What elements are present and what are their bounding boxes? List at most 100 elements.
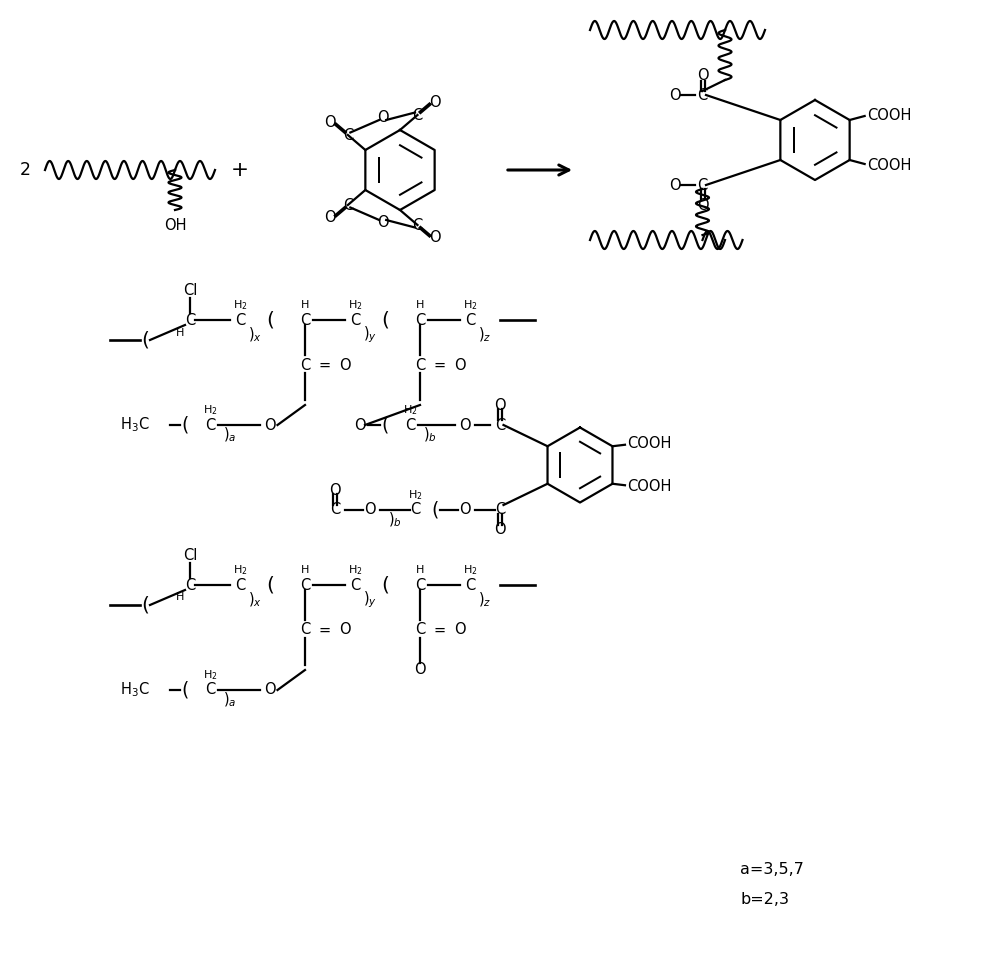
Text: C: C [185,577,195,593]
Text: )$_z$: )$_z$ [478,591,492,610]
Text: (: ( [381,311,389,329]
Text: H$_2$: H$_2$ [408,488,422,502]
Text: C: C [350,577,360,593]
Text: C: C [415,313,425,327]
Text: COOH: COOH [867,158,912,172]
Text: H$_3$C: H$_3$C [120,681,150,700]
Text: =: = [319,622,331,638]
Text: C: C [410,503,420,517]
Text: O: O [414,662,426,677]
Text: =: = [434,622,446,638]
Text: )$_x$: )$_x$ [248,325,262,344]
Text: H$_2$: H$_2$ [463,298,477,312]
Text: C: C [465,313,475,327]
Text: )$_b$: )$_b$ [423,425,437,444]
Text: H$_2$: H$_2$ [348,564,362,577]
Text: O: O [325,115,336,130]
Text: O: O [339,622,351,638]
Text: COOH: COOH [627,479,672,494]
Text: (: ( [431,501,439,519]
Text: C: C [697,177,708,192]
Text: C: C [300,358,310,372]
Text: H$_2$: H$_2$ [348,298,362,312]
Text: H$_2$: H$_2$ [233,298,247,312]
Text: H$_2$: H$_2$ [203,403,217,416]
Text: O: O [264,682,276,698]
Text: H$_2$: H$_2$ [233,564,247,577]
Text: H: H [416,300,424,310]
Text: (: ( [141,330,149,350]
Text: COOH: COOH [627,436,672,451]
Text: (: ( [266,311,274,329]
Text: b=2,3: b=2,3 [740,893,789,907]
Text: C: C [235,577,245,593]
Text: C: C [235,313,245,327]
Text: O: O [459,417,471,432]
Text: H: H [301,300,309,310]
Text: )$_b$: )$_b$ [388,511,402,529]
Text: (: ( [266,575,274,595]
Text: O: O [354,417,366,432]
Text: C: C [412,108,423,122]
Text: H: H [301,565,309,575]
Text: +: + [231,160,249,180]
Text: (: ( [141,596,149,614]
Text: O: O [494,398,506,413]
Text: H: H [416,565,424,575]
Text: )$_z$: )$_z$ [478,325,492,344]
Text: H$_2$: H$_2$ [403,403,417,416]
Text: )$_y$: )$_y$ [363,590,377,611]
Text: O: O [669,177,681,192]
Text: O: O [364,503,376,517]
Text: O: O [377,110,388,125]
Text: O: O [697,68,708,82]
Text: C: C [697,87,708,103]
Text: a=3,5,7: a=3,5,7 [740,862,804,877]
Text: H$_3$C: H$_3$C [120,416,150,434]
Text: C: C [205,682,215,698]
Text: C: C [300,313,310,327]
Text: =: = [319,358,331,372]
Text: )$_a$: )$_a$ [223,425,237,444]
Text: H: H [176,593,184,603]
Text: )$_y$: )$_y$ [363,324,377,345]
Text: C: C [343,198,353,213]
Text: C: C [412,218,423,232]
Text: H: H [176,327,184,337]
Text: O: O [697,198,708,213]
Text: C: C [405,417,415,432]
Text: O: O [429,230,441,245]
Text: C: C [415,577,425,593]
Text: (: ( [381,575,389,595]
Text: O: O [459,503,471,517]
Text: C: C [465,577,475,593]
Text: (: ( [181,680,189,700]
Text: )$_a$: )$_a$ [223,691,237,710]
Text: O: O [669,87,681,103]
Text: C: C [300,577,310,593]
Text: C: C [205,417,215,432]
Text: O: O [264,417,276,432]
Text: (: ( [181,416,189,434]
Text: C: C [300,622,310,638]
Text: C: C [415,622,425,638]
Text: =: = [434,358,446,372]
Text: O: O [429,95,441,110]
Text: C: C [415,358,425,372]
Text: H$_2$: H$_2$ [463,564,477,577]
Text: )$_x$: )$_x$ [248,591,262,610]
Text: C: C [350,313,360,327]
Text: C: C [330,503,340,517]
Text: O: O [325,210,336,225]
Text: H$_2$: H$_2$ [203,668,217,682]
Text: Cl: Cl [183,548,197,563]
Text: C: C [495,503,505,517]
Text: OH: OH [164,218,186,232]
Text: 2: 2 [20,161,30,179]
Text: O: O [494,522,506,537]
Text: O: O [329,482,341,498]
Text: O: O [339,358,351,372]
Text: (: ( [381,416,389,434]
Text: C: C [185,313,195,327]
Text: O: O [454,622,466,638]
